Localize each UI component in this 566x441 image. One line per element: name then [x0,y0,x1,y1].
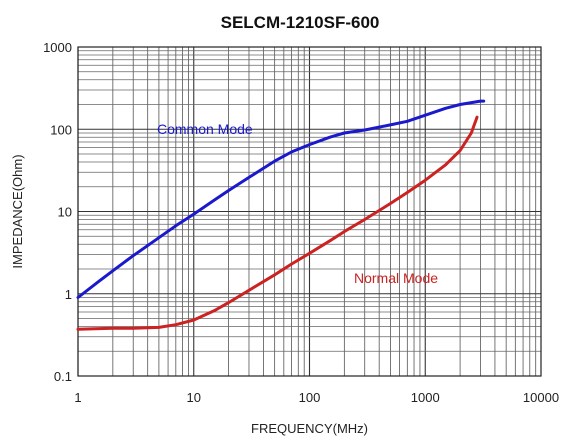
y-tick-label: 1000 [43,40,72,55]
grid [77,47,541,377]
x-tick-label: 1000 [411,390,440,405]
x-tick-label: 1 [74,390,81,405]
series-label-normal-mode: Normal Mode [354,270,438,286]
y-tick-label: 0.1 [54,369,72,384]
y-axis-label: IMPEDANCE(Ohm) [10,154,25,268]
x-tick-label: 100 [299,390,321,405]
plot-frame [77,46,542,377]
x-tick-label: 10 [187,390,201,405]
chart-title: SELCM-1210SF-600 [221,13,380,32]
series-lines [76,99,486,331]
y-tick-label: 100 [50,122,72,137]
x-tick-label: 10000 [523,390,559,405]
series-line-common-mode [76,99,486,299]
x-axis-label: FREQUENCY(MHz) [251,421,368,436]
series-label-common-mode: Common Mode [157,121,253,137]
y-tick-label: 10 [58,205,72,220]
series-line-normal-mode [76,115,479,331]
y-tick-label: 1 [65,287,72,302]
